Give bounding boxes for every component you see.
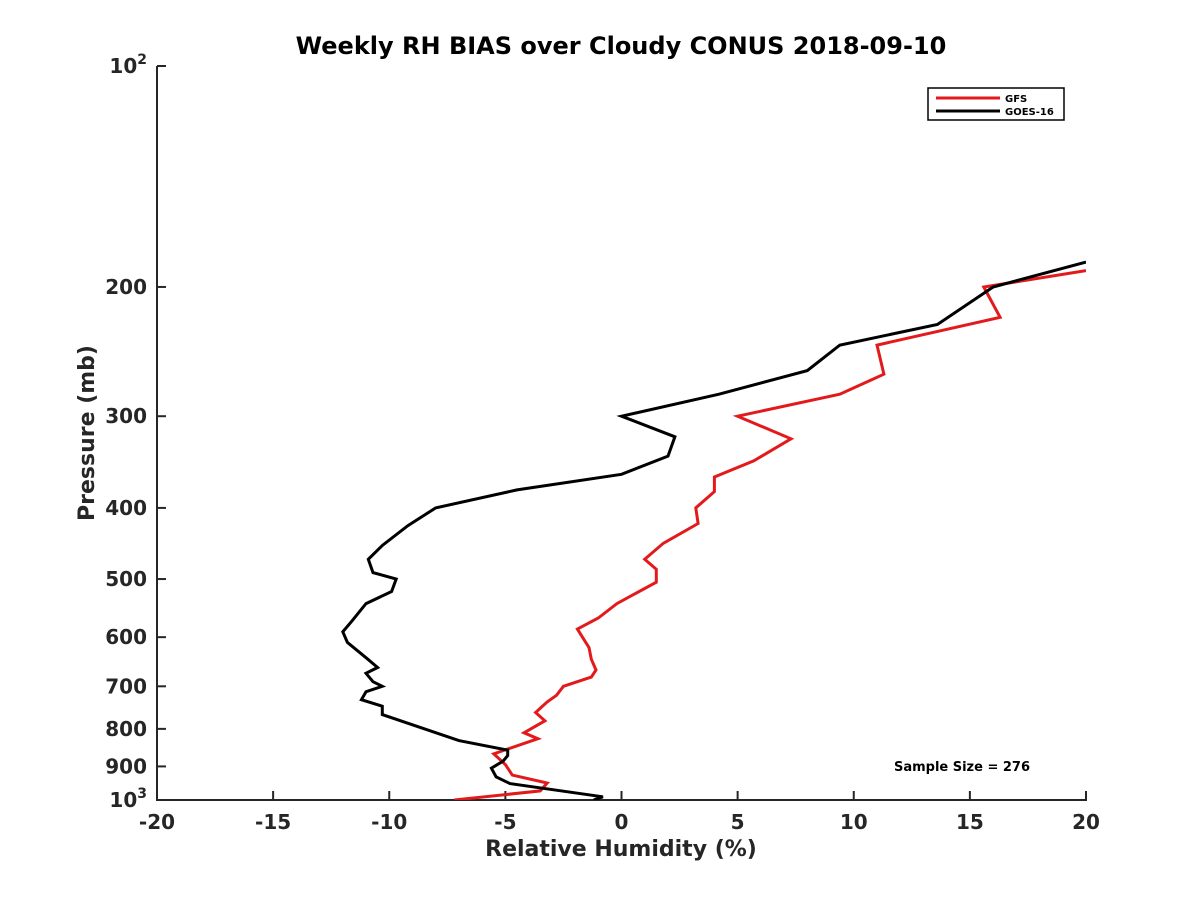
y-tick-label-base: 600 — [105, 625, 147, 649]
series-layer — [341, 260, 1086, 800]
x-tick-label: 15 — [956, 810, 984, 834]
y-tick-label-base: 300 — [105, 404, 147, 428]
x-tick-label: 5 — [731, 810, 745, 834]
y-tick-label: 800 — [105, 717, 147, 741]
y-tick-label-base: 700 — [105, 674, 147, 698]
y-tick-label-base: 10 — [109, 788, 137, 812]
legend-label: GOES-16 — [1005, 107, 1054, 118]
y-tick-label: 102 — [109, 52, 147, 78]
legend-box — [927, 87, 1065, 121]
x-tick-label: -20 — [139, 810, 175, 834]
sample-size-annotation: Sample Size = 276 — [894, 760, 1030, 775]
y-tick-label: 700 — [105, 674, 147, 698]
y-tick-label-base: 400 — [105, 496, 147, 520]
y-tick-label-exponent: 3 — [137, 786, 147, 802]
y-tick-label: 600 — [105, 625, 147, 649]
legend: GFS GOES-16 — [927, 87, 1065, 121]
x-tick-label: 0 — [615, 810, 629, 834]
y-tick-label-base: 800 — [105, 717, 147, 741]
y-tick-label-base: 200 — [105, 275, 147, 299]
chart-title: Weekly RH BIAS over Cloudy CONUS 2018-09… — [296, 32, 947, 60]
legend-label: GFS — [1005, 94, 1027, 105]
y-tick-label: 300 — [105, 404, 147, 428]
x-axis-label: Relative Humidity (%) — [485, 837, 757, 862]
y-axis-label: Pressure (mb) — [75, 345, 100, 521]
x-tick-label: 10 — [840, 810, 868, 834]
y-tick-label: 103 — [109, 786, 147, 812]
x-tick-label: 20 — [1072, 810, 1100, 834]
series-line-goes-16 — [341, 260, 1086, 800]
x-tick-label: -5 — [494, 810, 516, 834]
series-line-gfs — [454, 269, 1086, 800]
y-tick-label-base: 500 — [105, 567, 147, 591]
y-tick-label: 900 — [105, 754, 147, 778]
y-tick-label-exponent: 2 — [137, 52, 147, 68]
x-ticks: -20 -15 -10 -5 0 5 10 15 20 — [139, 791, 1100, 834]
plot-area — [341, 260, 1086, 800]
y-tick-label-base: 10 — [109, 54, 137, 78]
x-tick-label: -10 — [371, 810, 407, 834]
y-tick-label: 200 — [105, 275, 147, 299]
y-tick-label-base: 900 — [105, 754, 147, 778]
y-tick-label: 400 — [105, 496, 147, 520]
y-tick-label: 500 — [105, 567, 147, 591]
x-tick-label: -15 — [255, 810, 291, 834]
